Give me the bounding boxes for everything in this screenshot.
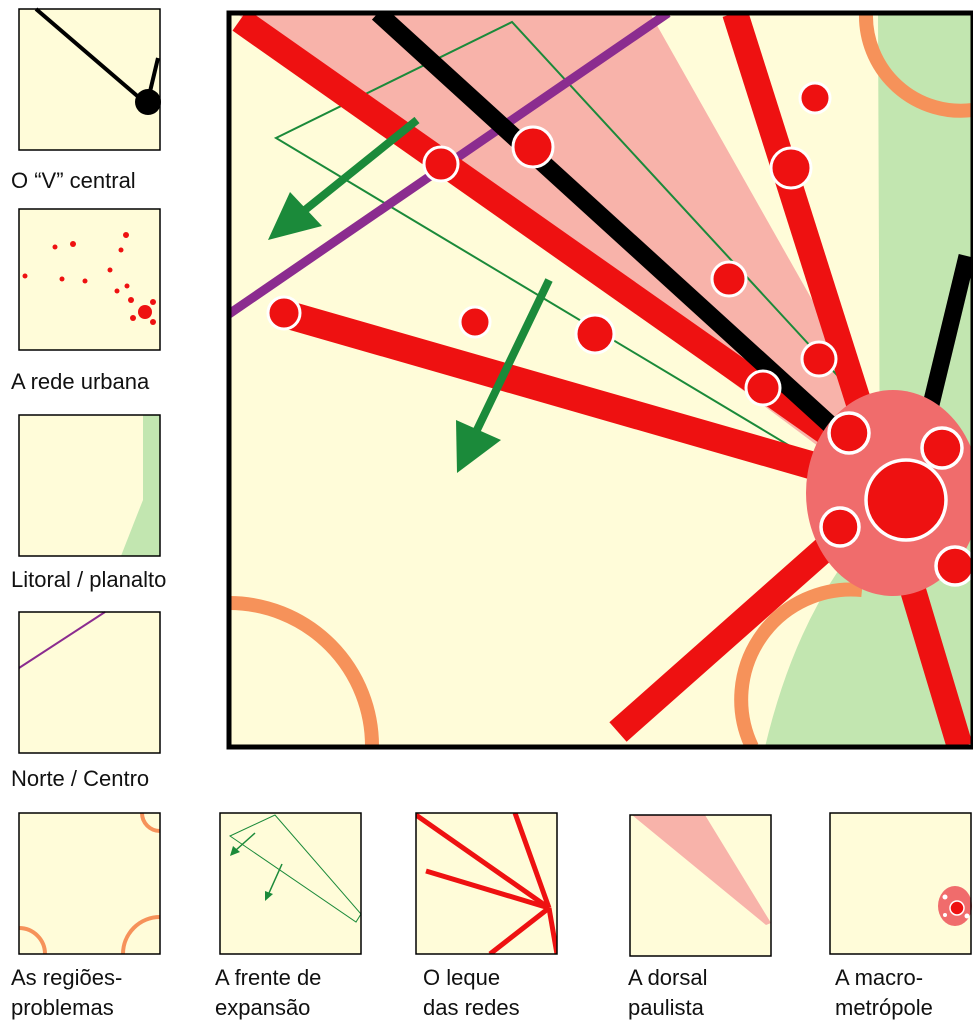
caption-problem-regions-line2: problemas bbox=[11, 995, 114, 1020]
expansion-arrow-head bbox=[268, 192, 322, 240]
city-dot bbox=[934, 545, 973, 587]
thumb-macrometropole bbox=[829, 812, 972, 955]
caption-macrometropole-line2: metrópole bbox=[835, 995, 933, 1020]
map-frame bbox=[226, 10, 973, 750]
thumb-network-fan bbox=[415, 812, 558, 955]
caption-expansion-front-line2: expansão bbox=[215, 995, 310, 1020]
city-dot bbox=[266, 295, 302, 331]
problem-region-bottom-right bbox=[734, 582, 863, 747]
caption-dorsal-line2: paulista bbox=[628, 995, 705, 1020]
city-dot bbox=[744, 369, 782, 407]
caption-network-fan-line2: das redes bbox=[423, 995, 520, 1020]
expansion-arrows bbox=[268, 116, 553, 473]
network-axis-3 bbox=[722, 13, 893, 474]
caption-dorsal-line1: A dorsal bbox=[628, 965, 708, 990]
city-dot bbox=[800, 340, 838, 378]
legend-captions: O “V” central A rede urbana Litoral / pl… bbox=[11, 168, 933, 1020]
thumb-dorsal bbox=[629, 814, 772, 957]
thumb-expansion-front bbox=[219, 812, 362, 955]
caption-urban-network: A rede urbana bbox=[11, 369, 150, 394]
thumb-central-v bbox=[18, 7, 161, 151]
city-dot bbox=[819, 506, 861, 548]
network-axis-2 bbox=[281, 300, 884, 499]
caption-network-fan-line1: O leque bbox=[423, 965, 500, 990]
city-dot bbox=[769, 146, 813, 190]
city-dot bbox=[920, 426, 964, 470]
city-dot bbox=[511, 125, 555, 169]
main-map bbox=[226, 10, 973, 750]
expansion-arrow-head bbox=[456, 420, 501, 473]
expansion-arrow-shaft bbox=[472, 278, 553, 434]
city-dot bbox=[458, 305, 492, 339]
caption-expansion-front-line1: A frente de bbox=[215, 965, 321, 990]
city-dot bbox=[422, 145, 460, 183]
caption-problem-regions-line1: As regiões- bbox=[11, 965, 122, 990]
problem-region-bottom-left bbox=[229, 596, 380, 747]
caption-macrometropole-line1: A macro- bbox=[835, 965, 923, 990]
caption-central-v: O “V” central bbox=[11, 168, 136, 193]
problem-region-top-right bbox=[858, 13, 973, 118]
legend-thumbnails bbox=[18, 7, 972, 957]
expansion-arrow-shaft bbox=[302, 116, 420, 214]
thumb-littoral bbox=[18, 414, 161, 557]
thumb-urban-network bbox=[18, 208, 161, 351]
city-dot bbox=[798, 81, 832, 115]
caption-north-centre: Norte / Centro bbox=[11, 766, 149, 791]
city-dot bbox=[710, 260, 748, 298]
macrometropole-cities bbox=[819, 411, 973, 587]
caption-littoral: Litoral / planalto bbox=[11, 567, 166, 592]
city-dot bbox=[864, 458, 948, 542]
city-dot bbox=[574, 313, 616, 355]
thumb-problem-regions bbox=[18, 812, 161, 955]
urban-network bbox=[266, 81, 838, 407]
central-v-line-long bbox=[371, 13, 887, 477]
city-dot bbox=[827, 411, 871, 455]
thumb-north-centre bbox=[18, 611, 161, 754]
